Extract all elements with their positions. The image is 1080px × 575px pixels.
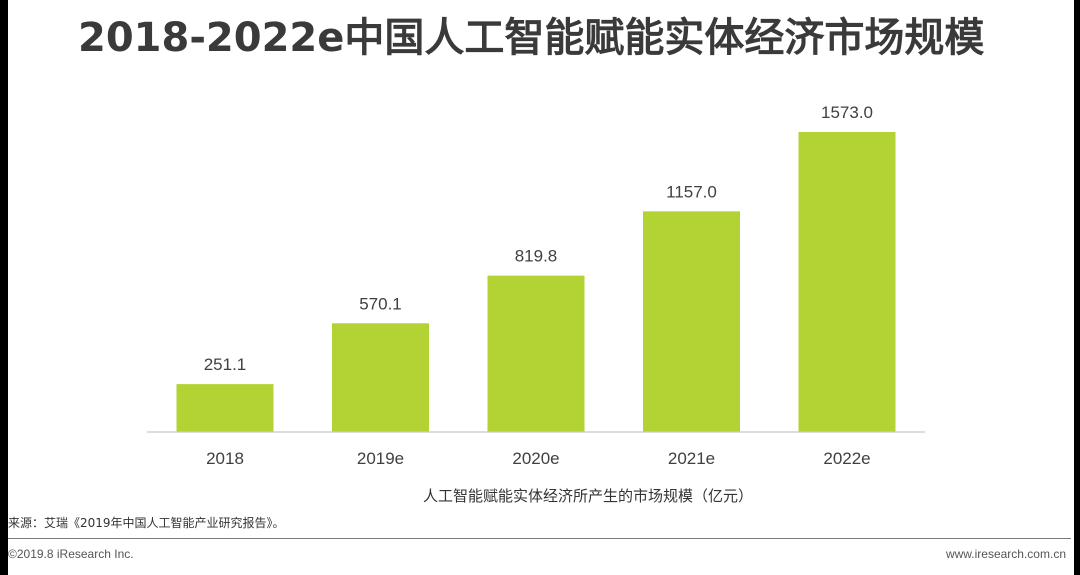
bar-2020e bbox=[487, 275, 585, 432]
chart-title: 2018-2022e中国人工智能赋能实体经济市场规模 bbox=[78, 15, 985, 61]
bar-2018 bbox=[176, 384, 274, 432]
bar-chart: 251.1 570.1 819.8 1157.0 1573.0 2018 2019e 202… bbox=[147, 103, 925, 468]
x-tick-label-2018: 2018 bbox=[206, 449, 244, 468]
series-legend-label: 人工智能赋能实体经济所产生的市场规模（亿元） bbox=[422, 487, 753, 505]
x-tick-label-2021e: 2021e bbox=[668, 449, 715, 468]
footer-divider bbox=[8, 538, 1071, 539]
value-label-2020e: 819.8 bbox=[515, 247, 558, 266]
slide: 2018-2022e中国人工智能赋能实体经济市场规模 251.1 570.1 819… bbox=[8, 0, 1074, 575]
value-label-2021e: 1157.0 bbox=[666, 182, 717, 201]
x-tick-label-2019e: 2019e bbox=[357, 449, 404, 468]
x-tick-label-2020e: 2020e bbox=[512, 449, 559, 468]
copyright-text: ©2019.8 iResearch Inc. bbox=[8, 547, 134, 561]
value-label-2018: 251.1 bbox=[204, 355, 247, 374]
bar-2022e bbox=[798, 132, 896, 432]
website-text: www.iresearch.com.cn bbox=[945, 547, 1066, 561]
bar-2019e bbox=[332, 323, 429, 432]
bar-2021e bbox=[643, 211, 740, 432]
x-tick-label-2022e: 2022e bbox=[823, 449, 870, 468]
source-note: 来源：艾瑞《2019年中国人工智能产业研究报告》。 bbox=[8, 516, 285, 530]
value-label-2019e: 570.1 bbox=[359, 294, 402, 313]
value-label-2022e: 1573.0 bbox=[821, 103, 873, 122]
